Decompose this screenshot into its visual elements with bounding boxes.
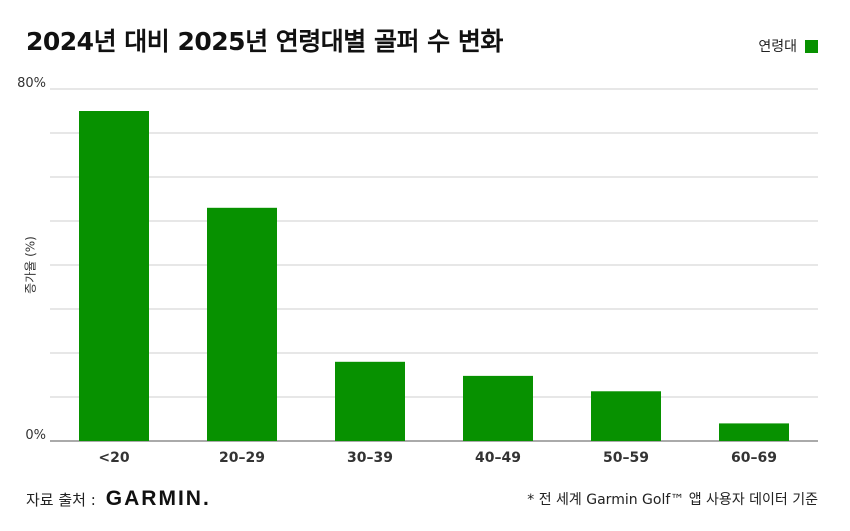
x-tick-label: <20 bbox=[98, 450, 129, 466]
bar bbox=[719, 423, 789, 441]
y-tick-label: 80% bbox=[17, 76, 46, 91]
x-tick-label: 20–29 bbox=[219, 450, 265, 466]
bar bbox=[335, 361, 405, 441]
y-tick-label: 0% bbox=[25, 428, 46, 443]
source: 자료 출처 : GARMIN. bbox=[26, 487, 211, 511]
y-tick-labels: 0% 80% bbox=[17, 76, 46, 443]
bar bbox=[463, 375, 533, 441]
legend-swatch bbox=[805, 39, 818, 53]
x-tick-label: 60–69 bbox=[731, 450, 777, 466]
x-tick-label: 40–49 bbox=[475, 450, 521, 466]
x-tick-label: 50–59 bbox=[603, 450, 649, 466]
bars bbox=[79, 111, 789, 441]
x-tick-label: 30–39 bbox=[347, 450, 393, 466]
legend-label: 연령대 bbox=[758, 39, 797, 55]
bar bbox=[207, 207, 277, 441]
source-label: 자료 출처 : bbox=[26, 490, 96, 509]
chart-title: 2024년 대비 2025년 연령대별 골퍼 수 변화 bbox=[26, 27, 503, 56]
bar bbox=[79, 111, 149, 441]
legend: 연령대 bbox=[758, 36, 818, 56]
x-tick-labels: <20 20–29 30–39 40–49 50–59 60–69 bbox=[98, 450, 777, 466]
footnote: * 전 세계 Garmin Golf™ 앱 사용자 데이터 기준 bbox=[527, 492, 818, 508]
garmin-logo: GARMIN. bbox=[105, 487, 211, 510]
bar bbox=[591, 391, 661, 441]
gridlines bbox=[50, 88, 818, 442]
